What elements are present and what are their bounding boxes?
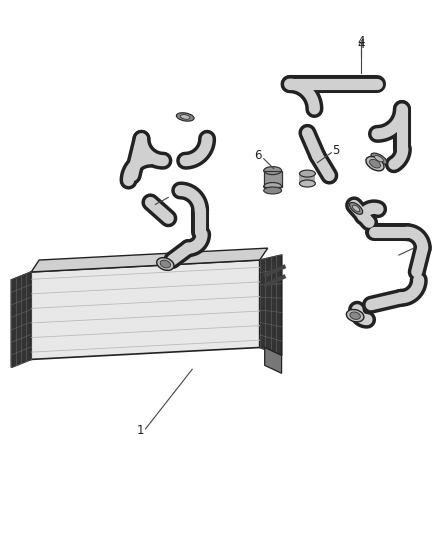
Text: 2: 2 <box>145 198 152 211</box>
Text: 4: 4 <box>357 35 365 48</box>
Text: 4: 4 <box>357 38 365 51</box>
Polygon shape <box>300 174 315 183</box>
Ellipse shape <box>346 310 364 322</box>
Ellipse shape <box>264 167 282 175</box>
Ellipse shape <box>374 156 383 162</box>
Ellipse shape <box>160 260 170 268</box>
Polygon shape <box>31 248 268 272</box>
Ellipse shape <box>177 113 194 121</box>
Ellipse shape <box>180 115 190 119</box>
Ellipse shape <box>370 159 381 168</box>
Ellipse shape <box>264 187 282 194</box>
Ellipse shape <box>157 257 174 270</box>
Ellipse shape <box>264 182 282 190</box>
Polygon shape <box>11 272 31 367</box>
Ellipse shape <box>353 205 360 212</box>
Ellipse shape <box>300 180 315 187</box>
Text: 6: 6 <box>254 149 261 162</box>
Ellipse shape <box>350 203 363 214</box>
Text: 3: 3 <box>415 241 422 255</box>
Polygon shape <box>31 260 260 359</box>
Polygon shape <box>260 255 282 356</box>
Polygon shape <box>264 171 282 187</box>
Ellipse shape <box>366 157 384 171</box>
Ellipse shape <box>371 153 387 164</box>
Ellipse shape <box>350 312 360 319</box>
Ellipse shape <box>300 170 315 177</box>
Polygon shape <box>265 348 282 373</box>
Text: 1: 1 <box>137 424 144 438</box>
Text: 5: 5 <box>332 144 340 157</box>
